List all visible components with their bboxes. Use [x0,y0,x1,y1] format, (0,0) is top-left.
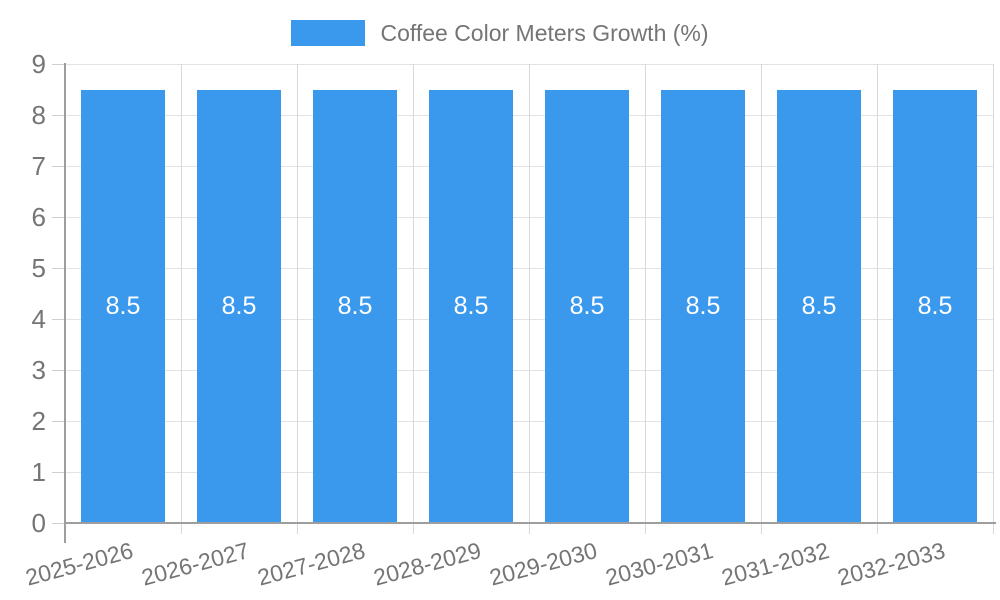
y-axis-tick-label: 6 [31,202,46,232]
x-gridline [297,64,298,534]
bar-value-label: 8.5 [337,291,373,320]
x-axis-tick-label: 2032-2033 [834,537,948,591]
bar: 8.5 [661,89,745,523]
x-gridline [645,64,646,534]
bar-value-label: 8.5 [685,291,721,320]
bar: 8.5 [777,89,861,523]
x-gridline [877,64,878,534]
bar-value-label: 8.5 [917,291,953,320]
bar-value-label: 8.5 [453,291,489,320]
y-axis-tick-label: 8 [31,100,46,130]
y-axis-tick-label: 3 [31,355,46,385]
y-axis-tick [52,472,65,473]
y-axis-tick [52,523,65,524]
x-axis-tick-label: 2028-2029 [370,537,484,591]
x-axis-baseline [64,522,996,524]
y-axis-tick-label: 9 [31,49,46,79]
y-axis-tick [52,64,65,65]
x-axis-tick-label: 2031-2032 [718,537,832,591]
legend-label: Coffee Color Meters Growth (%) [380,19,709,46]
y-axis-tick-label: 2 [31,406,46,436]
x-gridline [761,64,762,534]
y-axis-tick [52,421,65,422]
x-axis-tick-label: 2029-2030 [486,537,600,591]
bar-value-label: 8.5 [221,291,257,320]
bar-value-label: 8.5 [105,291,141,320]
bar: 8.5 [197,89,281,523]
x-axis-tick-label: 2026-2027 [138,537,252,591]
y-axis-tick [52,370,65,371]
y-axis-tick-label: 4 [31,304,46,334]
y-axis-tick [52,166,65,167]
x-axis-tick-label: 2030-2031 [602,537,716,591]
bar: 8.5 [893,89,977,523]
y-axis-tick-label: 0 [31,508,46,538]
bar: 8.5 [545,89,629,523]
x-gridline [529,64,530,534]
y-axis-tick-label: 7 [31,151,46,181]
y-axis-line [64,63,66,543]
x-axis-tick-label: 2027-2028 [254,537,368,591]
x-gridline [181,64,182,534]
bar: 8.5 [81,89,165,523]
y-axis-tick-label: 1 [31,457,46,487]
y-axis-tick [52,217,65,218]
y-axis-tick-label: 5 [31,253,46,283]
legend-swatch [291,20,366,46]
chart-legend-item[interactable]: Coffee Color Meters Growth (%) [0,18,1000,48]
bar: 8.5 [429,89,513,523]
bar: 8.5 [313,89,397,523]
y-axis-tick [52,319,65,320]
y-axis-tick [52,268,65,269]
x-gridline [413,64,414,534]
bar-value-label: 8.5 [801,291,837,320]
x-gridline [993,64,994,534]
y-axis-tick [52,115,65,116]
bar-value-label: 8.5 [569,291,605,320]
x-axis-tick-label: 2025-2026 [22,537,136,591]
